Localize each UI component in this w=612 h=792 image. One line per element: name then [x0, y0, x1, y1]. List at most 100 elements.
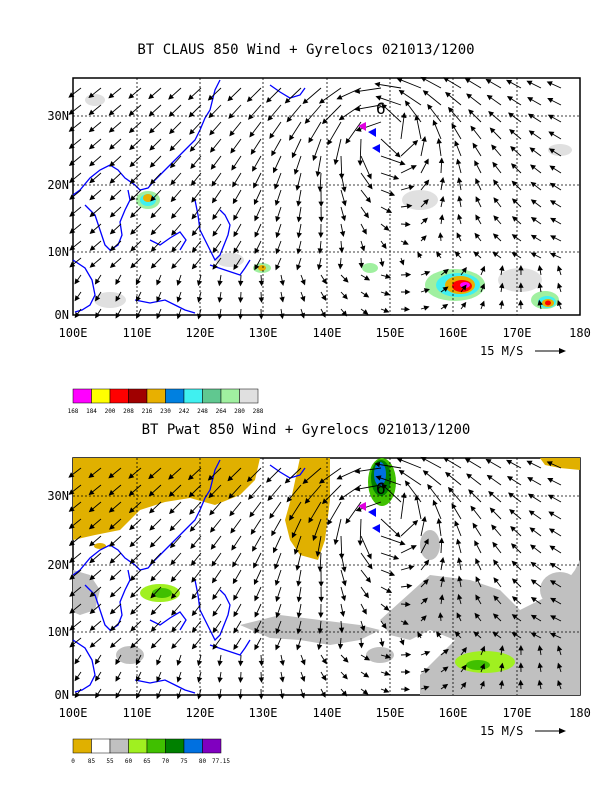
wind-vector [436, 631, 442, 639]
wind-vector [128, 87, 142, 99]
wind-vector-head [438, 537, 445, 544]
wind-vector [130, 620, 142, 632]
panel-1-lat-0n: 0N [55, 308, 69, 322]
wind-vector [527, 80, 542, 89]
wind-vector [380, 688, 389, 693]
wind-vector [150, 586, 162, 598]
wind-vector-head [338, 114, 345, 121]
wind-vector [276, 223, 282, 238]
wind-vector [547, 478, 562, 486]
wind-vector-head [361, 608, 367, 615]
wind-vector [465, 458, 482, 469]
wind-vector [191, 586, 202, 599]
wind-vector-head [556, 645, 563, 652]
wind-vector-head [150, 592, 157, 599]
wind-vector [420, 597, 428, 605]
wind-vector [74, 671, 82, 681]
wind-vector [149, 138, 162, 151]
wind-vector-head [237, 313, 244, 320]
wind-vector-head [530, 199, 537, 205]
wind-vector [529, 130, 542, 140]
wind-vector [500, 283, 503, 293]
wind-vector-head [254, 215, 260, 222]
wind-vector-head [342, 673, 348, 680]
wind-vector-head [365, 196, 371, 203]
wind-vector-head [557, 282, 563, 289]
wind-vector-head [550, 615, 557, 621]
wind-vector-head [272, 547, 278, 554]
wind-vector [89, 484, 102, 495]
colorbar-swatch [72, 388, 92, 404]
wind-vector [527, 460, 542, 469]
wind-vector-head [68, 92, 75, 98]
wind-vector-head [232, 181, 238, 188]
wind-vector-head [451, 123, 457, 130]
wind-vector [274, 172, 282, 189]
wind-vector-head [135, 279, 141, 286]
panel-1-lat-20n: 20N [47, 178, 69, 192]
wind-vector [436, 251, 442, 259]
wind-vector [360, 688, 368, 695]
wind-vector [538, 300, 542, 310]
wind-vector-head [402, 619, 409, 625]
wind-vector-head [233, 627, 239, 634]
wind-vector [400, 113, 405, 140]
wind-vector-head [345, 518, 351, 525]
wind-vector-head [410, 545, 417, 551]
wind-vector-head [354, 468, 361, 474]
wind-vector [531, 234, 542, 242]
wind-vector-head [423, 179, 430, 186]
wind-vector [493, 197, 502, 208]
wind-vector [148, 87, 162, 99]
wind-vector [458, 594, 462, 605]
wind-vector-head [457, 213, 463, 220]
wind-vector [233, 240, 242, 253]
wind-vector-head [420, 76, 427, 82]
wind-vector [95, 654, 102, 665]
panel-2-pwat-gold [73, 458, 580, 560]
wind-vector-head [486, 94, 493, 101]
wind-vector [191, 223, 202, 236]
wind-vector-head [518, 679, 524, 686]
wind-vector [380, 257, 384, 267]
wind-vector-head [156, 296, 162, 303]
wind-vector [276, 586, 282, 602]
wind-vector [74, 291, 82, 301]
wind-vector [455, 631, 462, 639]
wind-vector-head [190, 179, 197, 186]
wind-vector-head [528, 510, 535, 516]
wind-vector-head [383, 225, 390, 231]
wind-vector [191, 603, 202, 616]
wind-vector-head [171, 643, 177, 649]
wind-vector-head [69, 261, 76, 268]
wind-vector-head [115, 675, 121, 682]
wind-vector-head [128, 507, 135, 514]
wind-vector [260, 291, 263, 302]
wind-vector [549, 528, 562, 537]
wind-vector [168, 87, 182, 100]
wind-vector-head [363, 592, 369, 599]
wind-vector-head [88, 143, 95, 150]
wind-vector [208, 87, 222, 101]
wind-vector-head [156, 279, 162, 286]
wind-vector [458, 177, 462, 191]
wind-vector-head [420, 456, 427, 462]
wind-vector-head [296, 644, 302, 651]
wind-vector [531, 597, 542, 605]
panel-1-storm-label: 6 [376, 99, 386, 118]
wind-vector-head [89, 194, 96, 201]
wind-vector-head [423, 288, 430, 294]
wind-vector-head [474, 160, 480, 167]
wind-vector-head [473, 251, 480, 258]
wind-vector [254, 223, 262, 237]
wind-vector [400, 223, 410, 226]
wind-vector [304, 484, 322, 504]
wind-vector-head [493, 197, 499, 204]
wind-vector-head [94, 278, 101, 285]
wind-vector [69, 240, 82, 251]
wind-vector-head [128, 127, 135, 134]
wind-vector [340, 172, 346, 192]
wind-vector-head [196, 660, 203, 667]
wind-vector [90, 240, 102, 251]
wind-vector [212, 223, 222, 237]
